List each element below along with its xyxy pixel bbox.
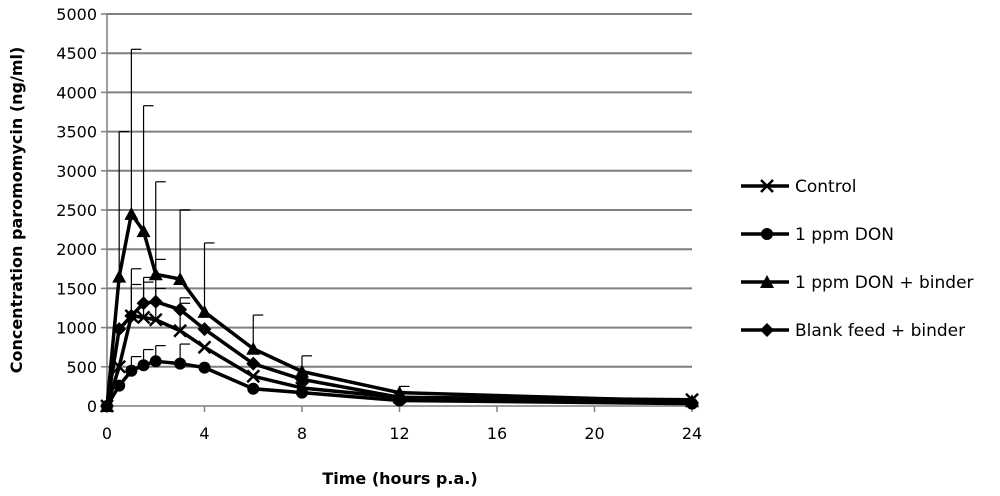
data-point-1-5 — [174, 357, 187, 370]
data-point-2-7 — [246, 341, 261, 355]
data-point-3-5 — [173, 302, 188, 317]
x-axis-title: Time (hours p.a.) — [322, 469, 477, 488]
legend-label-1: 1 ppm DON — [795, 225, 894, 245]
series-line-2 — [105, 212, 693, 407]
data-point-0-6 — [197, 340, 212, 355]
y-tick-labels: 0 500 1000 1500 2000 2500 3000 3500 4000 4500 5000 — [56, 5, 97, 416]
data-point-3-2 — [124, 308, 139, 323]
x-tick-label-3: 12 — [389, 424, 409, 443]
legend-label-3: Blank feed + binder — [795, 321, 965, 341]
y-tick-label-6: 3000 — [56, 162, 97, 181]
data-point-3-1 — [112, 322, 127, 337]
data-point-0-5 — [173, 323, 188, 338]
data-point-1-1 — [113, 379, 126, 392]
data-point-1-4 — [149, 355, 162, 368]
data-point-1-3 — [137, 359, 150, 372]
y-tick-label-0: 0 — [87, 397, 97, 416]
y-tick-label-3: 1500 — [56, 279, 97, 298]
y-tick-label-10: 5000 — [56, 5, 97, 24]
y-tick-label-2: 1000 — [56, 319, 97, 338]
data-point-1-2 — [125, 364, 138, 377]
data-point-2-3 — [136, 224, 151, 238]
y-tick-label-5: 2500 — [56, 201, 97, 220]
x-tick-label-5: 20 — [584, 424, 604, 443]
data-point-0-4-stroke-b — [148, 312, 163, 327]
data-point-1-8 — [296, 386, 308, 399]
data-point-3-9 — [392, 390, 407, 405]
x-tick-label-6: 24 — [682, 424, 702, 443]
x-tick-label-2: 8 — [297, 424, 307, 443]
y-axis-title: Concentration paromomycin (ng/ml) — [7, 47, 26, 374]
data-point-3-6 — [197, 322, 212, 337]
data-point-1-6 — [198, 361, 211, 374]
data-point-0-6-stroke-b — [197, 340, 212, 355]
axes — [101, 13, 693, 412]
data-point-3-3 — [136, 296, 151, 311]
data-point-3-0 — [100, 399, 114, 413]
data-point-0-7-stroke-b — [246, 369, 261, 384]
data-point-2-8 — [295, 364, 309, 378]
data-point-3-8 — [295, 372, 309, 387]
x-tick-label-0: 0 — [102, 424, 112, 443]
legend-label-0: Control — [795, 177, 856, 197]
y-tick-label-4: 2000 — [56, 240, 97, 259]
data-point-0-1-stroke-b — [112, 359, 127, 374]
y-tick-label-9: 4500 — [56, 44, 97, 63]
legend-marker-2 — [760, 275, 774, 288]
data-point-1-7 — [247, 382, 260, 395]
data-point-0-3-stroke-b — [136, 310, 151, 325]
gridlines — [107, 13, 692, 368]
data-point-0-4 — [148, 312, 163, 327]
data-point-2-4 — [148, 267, 163, 281]
data-point-0-7 — [246, 369, 261, 384]
data-point-3-10 — [685, 395, 699, 410]
data-point-2-6 — [197, 304, 212, 318]
series-markers — [100, 206, 699, 413]
data-point-3-4 — [148, 294, 163, 309]
data-point-0-3 — [136, 310, 151, 325]
data-point-2-2 — [124, 206, 139, 220]
y-tick-label-7: 3500 — [56, 123, 97, 142]
legend-marker-3 — [760, 323, 774, 337]
y-tick-label-1: 500 — [66, 358, 97, 377]
y-tick-label-8: 4000 — [56, 83, 97, 102]
legend-marker-0 — [760, 179, 774, 193]
data-point-2-1 — [112, 269, 127, 283]
legend-marker-1 — [761, 228, 773, 240]
legend: Control 1 ppm DON 1 ppm DON + binder Blank … — [741, 177, 974, 341]
data-point-2-5 — [173, 271, 188, 285]
data-point-0-5-stroke-b — [173, 323, 188, 338]
x-tick-labels: 0 4 8 12 16 20 24 — [102, 424, 702, 443]
legend-label-2: 1 ppm DON + binder — [795, 273, 974, 293]
series-lines — [105, 212, 693, 407]
data-point-0-1 — [112, 359, 127, 374]
error-bars — [118, 48, 410, 393]
data-point-3-7 — [246, 356, 261, 371]
x-tick-label-4: 16 — [487, 424, 507, 443]
legend-marker-0-stroke-b — [760, 179, 774, 193]
x-tick-label-1: 4 — [199, 424, 209, 443]
